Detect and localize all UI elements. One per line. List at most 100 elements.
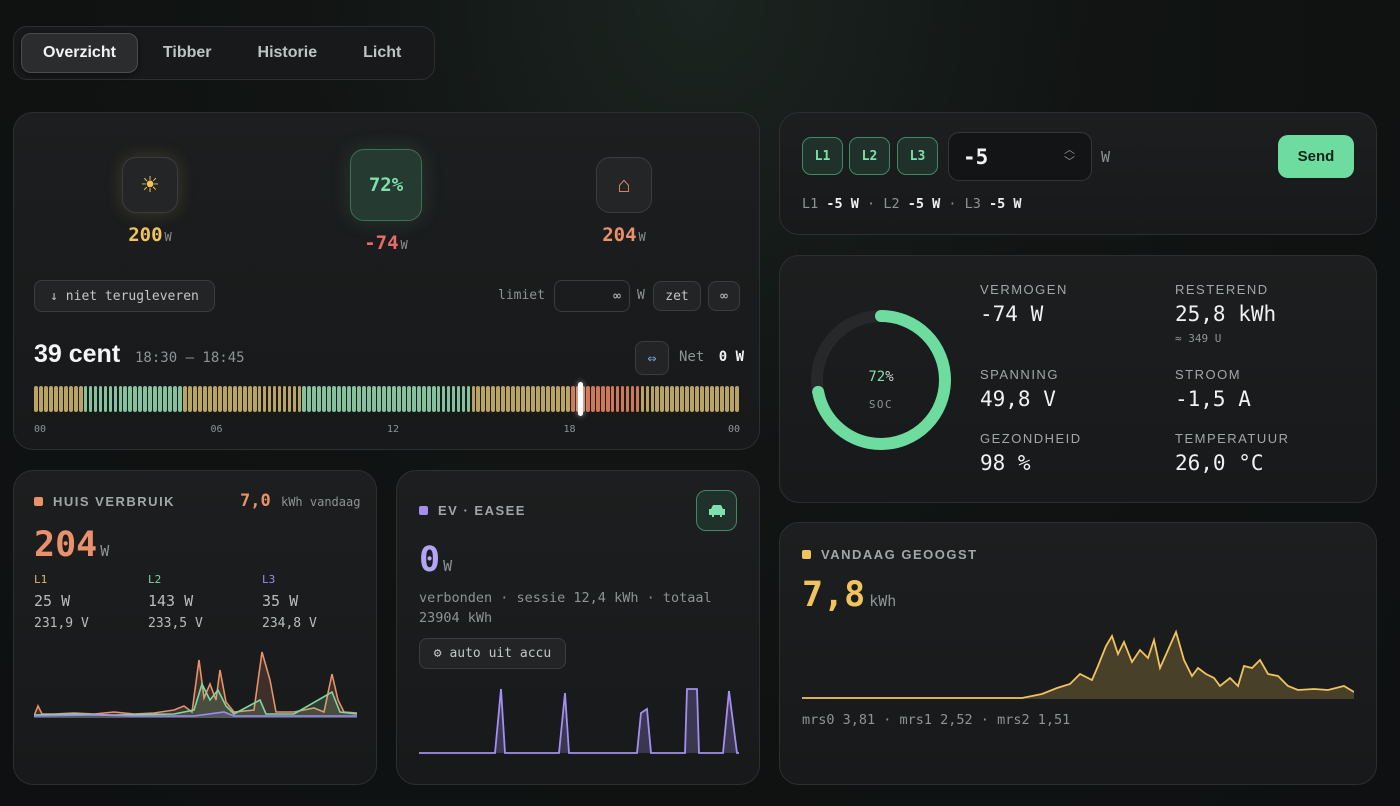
hour-tick: 06: [210, 424, 223, 435]
soc-ring: [811, 310, 951, 450]
price-slot: [327, 386, 332, 412]
price-slot: [466, 386, 471, 412]
price-slot: [501, 386, 506, 412]
price-slot: [436, 386, 441, 412]
price-slot: [158, 386, 163, 412]
send-button[interactable]: Send: [1278, 135, 1354, 178]
price-slot: [426, 386, 431, 412]
harvest-value: 7,8 kWh: [802, 575, 897, 615]
battery-stat-label: RESTEREND: [1175, 282, 1269, 297]
price-slot: [715, 386, 719, 412]
battery-stat-label: SPANNING: [980, 367, 1059, 382]
phase-name: L3: [262, 573, 276, 586]
price-slot: [551, 386, 555, 412]
house-today: 7,0 kWh vandaag: [240, 491, 361, 511]
price-slot: [203, 386, 207, 412]
tab-historie[interactable]: Historie: [257, 44, 318, 61]
hour-tick: 00: [728, 424, 741, 435]
price-slot: [580, 386, 585, 412]
hour-tick: 12: [387, 424, 400, 435]
price-slot: [262, 386, 267, 412]
price-slot: [277, 386, 282, 412]
price-slot: [297, 386, 302, 412]
house-series-line: [34, 711, 357, 717]
price-slot: [133, 386, 138, 412]
price-slot: [198, 386, 202, 412]
no-feed-in-button[interactable]: ↓ niet terugleveren: [34, 280, 215, 312]
price-slot: [143, 386, 148, 412]
price-slot: [735, 386, 739, 412]
price-slot: [372, 386, 376, 412]
set-limit-button[interactable]: zet: [653, 281, 701, 311]
phase-l3-button[interactable]: L3: [897, 137, 938, 175]
price-slot: [168, 386, 172, 412]
price-slot: [232, 386, 237, 412]
price-slot: [650, 386, 655, 412]
price-slot: [486, 386, 491, 412]
price-slot: [461, 386, 466, 412]
ev-charge-line: [419, 688, 739, 754]
price-slot: [675, 386, 680, 412]
ev-charge-chart: [419, 688, 739, 754]
price-slot: [660, 386, 665, 412]
ev-title: EV · EASEE: [438, 503, 526, 518]
price-slot: [113, 386, 118, 412]
price-slot: [521, 386, 525, 412]
battery-stat-label: STROOM: [1175, 367, 1242, 382]
tab-overzicht[interactable]: Overzicht: [21, 33, 138, 73]
tab-licht[interactable]: Licht: [363, 44, 402, 61]
limit-label: limiet: [498, 288, 545, 303]
price-slot: [690, 386, 695, 412]
price-slot: [456, 386, 461, 412]
price-slot: [382, 386, 386, 412]
hour-tick: 00: [34, 424, 47, 435]
price-slot: [561, 386, 565, 412]
grid-icon[interactable]: ⇔: [635, 341, 669, 375]
price-slot: [695, 386, 700, 412]
phase-name: L2: [148, 573, 162, 586]
price-slot: [476, 386, 481, 412]
soc-value: 72%: [868, 369, 894, 385]
price-slot: [208, 386, 212, 412]
price-slot: [267, 386, 272, 412]
tab-tibber[interactable]: Tibber: [162, 44, 212, 61]
price-slot: [541, 386, 545, 412]
price-slot: [307, 386, 312, 412]
ev-charge-area: [419, 689, 739, 753]
harvest-chart: [802, 629, 1354, 699]
stepper-icon[interactable]: ︿ ﹀: [1064, 144, 1075, 168]
price-slot: [43, 386, 48, 412]
price-slot: [332, 386, 337, 412]
price-slot: [630, 386, 635, 412]
price-slot: [212, 386, 217, 412]
limit-input[interactable]: ∞: [554, 280, 630, 312]
infinite-limit-button[interactable]: ∞: [708, 281, 740, 311]
price-slot: [118, 386, 123, 412]
price-slot: [680, 386, 685, 412]
price-slot: [242, 386, 247, 412]
phase-name: L1: [34, 573, 48, 586]
current-price: 39 cent: [34, 340, 121, 368]
price-slot: [391, 386, 396, 412]
price-slot: [491, 386, 496, 412]
price-slot: [292, 386, 297, 412]
limit-unit: W: [637, 288, 645, 303]
price-slot: [481, 386, 486, 412]
price-slot: [183, 386, 187, 412]
price-slot: [516, 386, 521, 412]
setpoint-input[interactable]: -5 ︿ ﹀: [948, 132, 1092, 181]
price-slot: [585, 386, 590, 412]
price-slot: [217, 386, 222, 412]
price-slot: [600, 386, 605, 412]
harvest-area: [802, 632, 1354, 699]
phase-l2-button[interactable]: L2: [849, 137, 890, 175]
auto-from-battery-button[interactable]: ⚙ auto uit accu: [419, 638, 566, 669]
house-title: HUIS VERBRUIK: [53, 494, 176, 509]
price-slot: [401, 386, 406, 412]
phase-readout: L1 -5 W · L2 -5 W · L3 -5 W: [802, 196, 1022, 212]
phase-l1-button[interactable]: L1: [802, 137, 843, 175]
price-slot: [446, 386, 451, 412]
price-slot: [565, 386, 570, 412]
price-slot: [431, 386, 436, 412]
car-icon[interactable]: [696, 490, 737, 531]
